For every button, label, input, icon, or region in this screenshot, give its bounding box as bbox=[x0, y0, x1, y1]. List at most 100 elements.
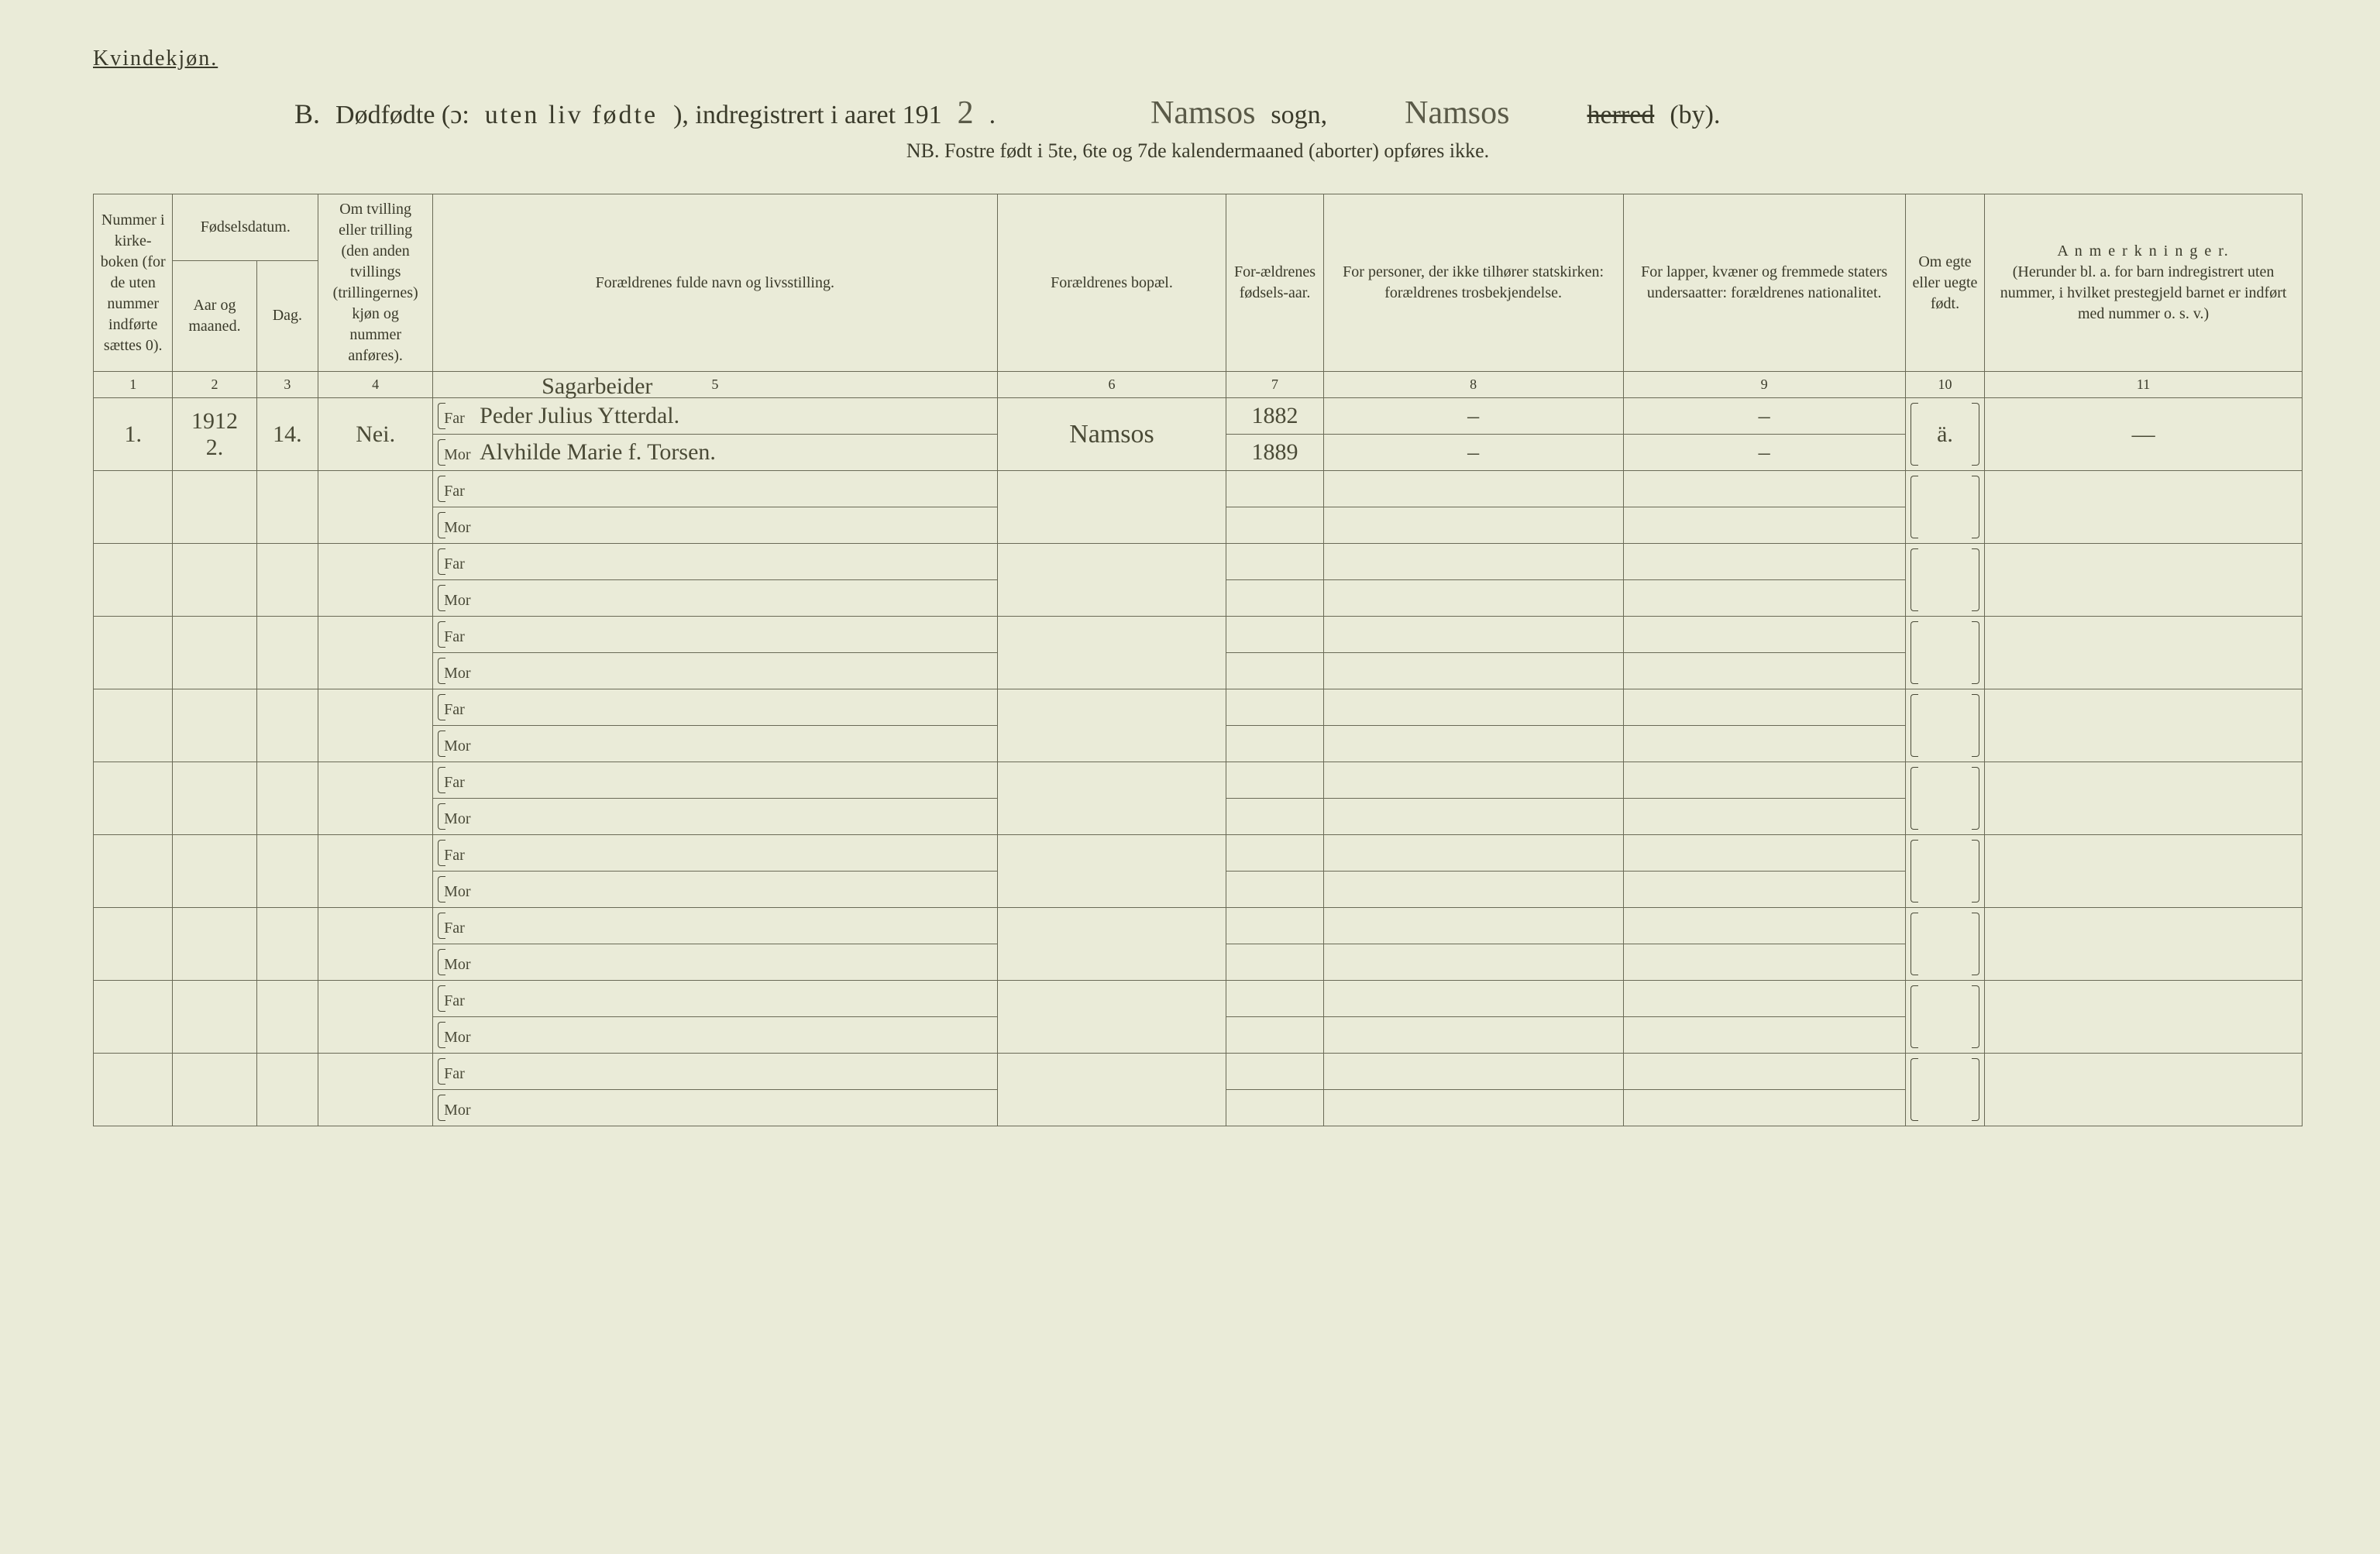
far-label: Far bbox=[444, 847, 480, 865]
cell-anm: — bbox=[1985, 398, 2303, 471]
cell-mor: Mor bbox=[433, 580, 997, 617]
cell-mor-year bbox=[1226, 944, 1323, 981]
cell-far: Far bbox=[433, 835, 997, 872]
cell-egte: ä. bbox=[1905, 398, 1984, 471]
cell-day bbox=[256, 1054, 318, 1126]
table-row: 1.19122.14.Nei.SagarbeiderFarPeder Juliu… bbox=[94, 398, 2303, 435]
cell-far: Far bbox=[433, 617, 997, 653]
cell-num bbox=[94, 617, 173, 689]
cell-nat-far bbox=[1623, 1054, 1905, 1090]
cell-bopael bbox=[997, 689, 1226, 762]
mor-label: Mor bbox=[444, 519, 480, 537]
bracket-icon bbox=[438, 476, 445, 502]
cell-tros-far bbox=[1323, 471, 1623, 507]
cell-tros-mor bbox=[1323, 726, 1623, 762]
bracket-icon bbox=[438, 731, 445, 757]
cell-tros-mor bbox=[1323, 1017, 1623, 1054]
nb-note: NB. Fostre født i 5te, 6te og 7de kalend… bbox=[93, 139, 2303, 163]
cell-nat-mor: – bbox=[1623, 435, 1905, 471]
title-b: uten liv fødte bbox=[485, 101, 658, 130]
cell-bopael bbox=[997, 1054, 1226, 1126]
cell-egte bbox=[1905, 544, 1984, 617]
cell-nat-far bbox=[1623, 689, 1905, 726]
cell-day bbox=[256, 544, 318, 617]
cell-twin: Nei. bbox=[318, 398, 433, 471]
cell-twin bbox=[318, 689, 433, 762]
far-label: Far bbox=[444, 920, 480, 937]
cell-anm bbox=[1985, 689, 2303, 762]
bracket-icon bbox=[1972, 694, 1979, 757]
cell-nat-far bbox=[1623, 544, 1905, 580]
cell-nat-mor bbox=[1623, 653, 1905, 689]
cell-tros-far bbox=[1323, 544, 1623, 580]
cell-egte bbox=[1905, 689, 1984, 762]
by-label: (by). bbox=[1670, 101, 1720, 130]
far-label: Far bbox=[444, 483, 480, 500]
cell-twin bbox=[318, 908, 433, 981]
bracket-icon bbox=[1972, 548, 1979, 611]
mor-label: Mor bbox=[444, 810, 480, 828]
cell-far-year bbox=[1226, 1054, 1323, 1090]
cell-tros-mor: – bbox=[1323, 435, 1623, 471]
sogn-label: sogn, bbox=[1271, 101, 1327, 130]
cell-far-year bbox=[1226, 908, 1323, 944]
hdr-c2-group: Fødselsdatum. bbox=[173, 194, 318, 261]
cell-mor-year bbox=[1226, 726, 1323, 762]
hdr-c6: Forældrenes bopæl. bbox=[997, 194, 1226, 372]
far-label: Far bbox=[444, 1065, 480, 1083]
cell-far: Far bbox=[433, 689, 997, 726]
bracket-icon bbox=[438, 803, 445, 830]
mor-label: Mor bbox=[444, 1102, 480, 1119]
title-row: B. Dødfødte (ɔ: uten liv fødte ), indreg… bbox=[294, 95, 2148, 132]
cell-far: SagarbeiderFarPeder Julius Ytterdal. bbox=[433, 398, 997, 435]
cell-tros-mor bbox=[1323, 1090, 1623, 1126]
cell-num bbox=[94, 835, 173, 908]
title-prefix: B. bbox=[294, 98, 320, 130]
cell-nat-far bbox=[1623, 617, 1905, 653]
cell-far-year bbox=[1226, 471, 1323, 507]
far-name: Peder Julius Ytterdal. bbox=[480, 403, 679, 428]
cell-twin bbox=[318, 617, 433, 689]
mor-label: Mor bbox=[444, 1029, 480, 1047]
bracket-icon bbox=[1972, 767, 1979, 830]
cell-year-month bbox=[173, 689, 256, 762]
far-label: Far bbox=[444, 555, 480, 573]
cell-far: Far bbox=[433, 1054, 997, 1090]
cell-anm bbox=[1985, 1054, 2303, 1126]
bracket-icon bbox=[1972, 985, 1979, 1048]
table-row: Far bbox=[94, 617, 2303, 653]
coln-7: 7 bbox=[1226, 372, 1323, 398]
cell-mor-year bbox=[1226, 653, 1323, 689]
cell-nat-mor bbox=[1623, 726, 1905, 762]
mor-label: Mor bbox=[444, 665, 480, 682]
bracket-icon bbox=[1911, 548, 1918, 611]
cell-bopael: Namsos bbox=[997, 398, 1226, 471]
bracket-icon bbox=[438, 1058, 445, 1085]
cell-day bbox=[256, 471, 318, 544]
herred-strike: herred bbox=[1587, 101, 1655, 130]
cell-egte bbox=[1905, 762, 1984, 835]
cell-nat-mor bbox=[1623, 1017, 1905, 1054]
bracket-icon bbox=[438, 439, 445, 466]
cell-num bbox=[94, 689, 173, 762]
register-table: Nummer i kirke-boken (for de uten nummer… bbox=[93, 194, 2303, 1126]
bracket-icon bbox=[438, 1022, 445, 1048]
coln-6: 6 bbox=[997, 372, 1226, 398]
cell-egte bbox=[1905, 617, 1984, 689]
cell-tros-far bbox=[1323, 1054, 1623, 1090]
cell-mor: Mor bbox=[433, 726, 997, 762]
cell-nat-mor bbox=[1623, 1090, 1905, 1126]
cell-year-month bbox=[173, 544, 256, 617]
table-row: Far bbox=[94, 544, 2303, 580]
coln-8: 8 bbox=[1323, 372, 1623, 398]
mor-label: Mor bbox=[444, 592, 480, 610]
bracket-icon bbox=[1972, 913, 1979, 975]
cell-mor: Mor bbox=[433, 1017, 997, 1054]
table-row: Far bbox=[94, 835, 2303, 872]
occupation: Sagarbeider bbox=[542, 373, 652, 400]
bracket-icon bbox=[1911, 694, 1918, 757]
table-header: Nummer i kirke-boken (for de uten nummer… bbox=[94, 194, 2303, 398]
hdr-c5: Forældrenes fulde navn og livsstilling. bbox=[433, 194, 997, 372]
bracket-icon bbox=[438, 985, 445, 1012]
cell-bopael bbox=[997, 981, 1226, 1054]
